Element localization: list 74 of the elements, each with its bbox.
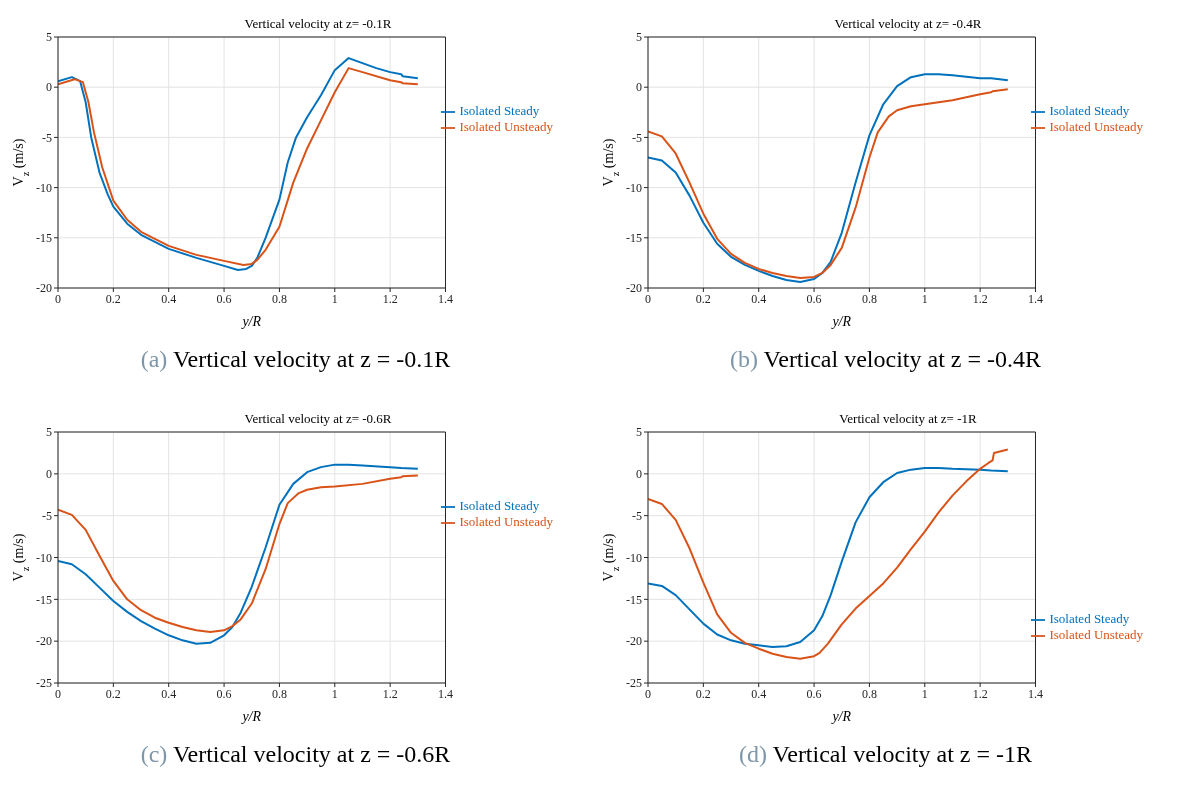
x-tick-label: 0.2 — [105, 291, 121, 306]
x-tick-label: 0.4 — [161, 686, 177, 701]
x-tick-label: 1.4 — [1027, 291, 1043, 306]
x-tick-label: 1.4 — [1027, 686, 1043, 701]
y-tick-label: -5 — [632, 130, 642, 145]
x-tick-label: 1.2 — [382, 291, 398, 306]
text: (a) Vertical velocity at z = -0.1R — [139, 346, 452, 373]
x-tick-label: 0.2 — [695, 291, 711, 306]
x-tick-label: 0.2 — [105, 686, 121, 701]
x-tick-label: 1.2 — [972, 686, 988, 701]
x-tick-label: 1 — [331, 291, 338, 306]
chart-title: Vertical velocity at z= -0.4R — [834, 16, 982, 31]
legend-label: Isolated Steady — [1049, 610, 1130, 626]
legend-label: Isolated Steady — [459, 103, 540, 118]
legend-label: Isolated Steady — [1049, 103, 1130, 118]
y-tick-label: -15 — [36, 231, 52, 246]
y-tick-label: -10 — [36, 180, 52, 195]
y-tick-label: 5 — [636, 425, 642, 440]
x-tick-label: 1.4 — [437, 291, 453, 306]
legend-label: Isolated Unsteady — [1049, 119, 1143, 135]
chart-title: Vertical velocity at z= -0.6R — [244, 411, 392, 426]
x-axis-title: y/R — [240, 709, 262, 724]
text: (c) Vertical velocity at z = -0.6R — [139, 741, 452, 768]
y-tick-label: -20 — [626, 634, 642, 649]
y-tick-label: 5 — [46, 425, 52, 440]
text: (d) Vertical velocity at z = -1R — [738, 741, 1033, 768]
x-tick-label: 0.6 — [216, 291, 232, 306]
x-tick-label: 0.4 — [161, 291, 177, 306]
y-tick-label: -20 — [626, 281, 642, 296]
y-tick-label: -20 — [36, 281, 52, 296]
x-tick-label: 0.2 — [695, 686, 711, 701]
y-tick-label: -5 — [632, 508, 642, 523]
x-tick-label: 1 — [331, 686, 338, 701]
y-tick-label: -15 — [626, 592, 642, 607]
x-tick-label: 0.6 — [216, 686, 232, 701]
y-tick-label: 5 — [636, 30, 642, 45]
legend-label: Isolated Steady — [459, 498, 540, 513]
x-tick-label: 1.2 — [972, 291, 988, 306]
y-tick-label: -5 — [42, 508, 52, 523]
y-tick-label: 5 — [46, 30, 52, 45]
x-tick-label: 0.8 — [861, 291, 877, 306]
y-tick-label: -5 — [42, 130, 52, 145]
y-tick-label: 0 — [636, 467, 642, 482]
y-tick-label: -25 — [36, 676, 52, 691]
x-tick-label: 0.8 — [271, 291, 287, 306]
x-tick-label: 1 — [921, 686, 928, 701]
y-tick-label: -15 — [36, 592, 52, 607]
y-tick-label: -25 — [626, 676, 642, 691]
chart-title: Vertical velocity at z= -1R — [839, 411, 977, 426]
x-tick-label: 1.2 — [382, 686, 398, 701]
y-tick-label: -15 — [626, 231, 642, 246]
x-tick-label: 0.4 — [751, 686, 767, 701]
x-tick-label: 0.4 — [751, 291, 767, 306]
x-axis-title: y/R — [830, 314, 852, 329]
chart-title: Vertical velocity at z= -0.1R — [244, 16, 392, 31]
x-axis-title: y/R — [830, 709, 852, 724]
x-tick-label: 0.8 — [271, 686, 287, 701]
y-tick-label: 0 — [636, 80, 642, 95]
y-tick-label: -20 — [36, 634, 52, 649]
x-tick-label: 0.6 — [806, 291, 822, 306]
legend-label: Isolated Unsteady — [459, 119, 553, 135]
x-tick-label: 1.4 — [437, 686, 453, 701]
x-tick-label: 1 — [921, 291, 928, 306]
y-tick-label: -10 — [626, 180, 642, 195]
y-tick-label: 0 — [46, 80, 52, 95]
legend-label: Isolated Unsteady — [459, 514, 553, 530]
text: (b) Vertical velocity at z = -0.4R — [729, 346, 1042, 373]
x-tick-label: 0.6 — [806, 686, 822, 701]
y-tick-label: -10 — [36, 550, 52, 565]
x-axis-title: y/R — [240, 314, 262, 329]
y-tick-label: -10 — [626, 550, 642, 565]
y-tick-label: 0 — [46, 467, 52, 482]
legend-label: Isolated Unsteady — [1049, 626, 1143, 642]
x-tick-label: 0.8 — [861, 686, 877, 701]
